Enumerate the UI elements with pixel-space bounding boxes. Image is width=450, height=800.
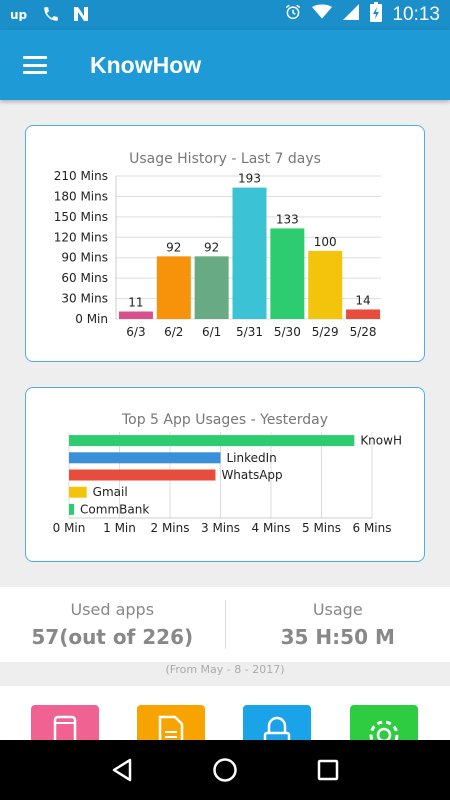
app-bar: KnowHow: [0, 30, 450, 100]
x-tick-label: 1 Min: [103, 521, 136, 535]
y-tick-label: 60 Mins: [61, 271, 108, 285]
feature-tiles: [0, 686, 450, 765]
x-tick-label: 6/1: [202, 325, 221, 339]
upwork-icon: up: [10, 7, 30, 24]
y-tick-label: 30 Mins: [61, 292, 108, 306]
top-apps-card[interactable]: Top 5 App Usages - Yesterday KnowH Linked…: [25, 387, 425, 562]
usage-value: 35 H:50 M: [280, 625, 395, 649]
chart-title: Top 5 App Usages - Yesterday: [121, 412, 328, 428]
system-nav-bar: [0, 740, 450, 800]
bar-label: Gmail: [93, 485, 128, 499]
x-tick-label: 6/3: [126, 325, 145, 339]
x-tick-label: 0 Min: [53, 521, 86, 535]
usage-history-card[interactable]: Usage History - Last 7 days 0 Min 30 Mins…: [25, 125, 425, 362]
bar: [346, 309, 381, 319]
y-tick-label: 210 Mins: [54, 169, 108, 183]
app-title: KnowHow: [90, 51, 202, 78]
x-tick-label: 3 Mins: [201, 521, 240, 535]
y-tick-label: 90 Mins: [61, 251, 108, 265]
status-bar: up 10:13: [0, 0, 450, 30]
data-label: 11: [128, 296, 143, 310]
data-label: 92: [166, 240, 181, 254]
from-date-note: (From May - 8 - 2017): [165, 663, 285, 676]
bar-label: KnowH: [360, 434, 402, 448]
data-label: 14: [355, 293, 370, 307]
status-left-icons: up: [10, 5, 90, 26]
x-tick-label: 2 Mins: [151, 521, 190, 535]
back-icon[interactable]: [102, 750, 142, 790]
svg-text:up: up: [10, 8, 28, 21]
x-tick-label: 5 Mins: [302, 521, 341, 535]
status-right-icons: 10:13: [284, 2, 440, 28]
home-icon[interactable]: [205, 750, 245, 790]
y-tick-label: 180 Mins: [54, 189, 108, 203]
used-apps-label: Used apps: [70, 600, 155, 619]
data-label: 133: [276, 212, 299, 226]
bar: [69, 486, 87, 498]
x-tick-label: 6 Mins: [353, 521, 392, 535]
data-label: 92: [204, 240, 219, 254]
bar: [232, 187, 267, 319]
x-tick-label: 5/29: [312, 325, 339, 339]
data-label: 193: [238, 172, 261, 186]
bar: [69, 435, 355, 447]
bar: [69, 469, 216, 481]
battery-charging-icon: [370, 2, 383, 28]
recents-icon[interactable]: [308, 750, 348, 790]
usage-stat: Usage 35 H:50 M: [226, 587, 450, 662]
y-tick-label: 0 Min: [75, 312, 108, 326]
used-apps-value: 57(out of 226): [31, 625, 194, 649]
bar: [194, 256, 229, 319]
hamburger-menu-icon[interactable]: [23, 56, 47, 74]
bar-label: LinkedIn: [227, 451, 277, 465]
bar: [270, 228, 305, 319]
top-apps-chart: Top 5 App Usages - Yesterday KnowH Linked…: [53, 412, 402, 535]
y-tick-label: 150 Mins: [54, 210, 108, 224]
usage-stats: Used apps 57(out of 226) Usage 35 H:50 M: [0, 587, 450, 662]
alarm-icon: [284, 3, 302, 27]
signal-icon: [342, 3, 360, 27]
data-label: 100: [314, 235, 337, 249]
divider: [224, 600, 226, 649]
bar: [156, 256, 191, 319]
phone-icon: [42, 5, 60, 26]
used-apps-stat: Used apps 57(out of 226): [0, 587, 225, 662]
x-tick-label: 5/31: [236, 325, 263, 339]
usage-history-chart: Usage History - Last 7 days 0 Min 30 Mins…: [54, 151, 381, 339]
bar: [308, 250, 343, 319]
bar-label: WhatsApp: [221, 468, 282, 482]
bar-label: CommBank: [80, 502, 149, 516]
wifi-icon: [312, 4, 333, 26]
usage-label: Usage: [312, 600, 363, 619]
n-notification-icon: [72, 5, 90, 26]
x-tick-label: 6/2: [164, 325, 183, 339]
bar: [69, 452, 221, 464]
x-tick-label: 5/28: [350, 325, 377, 339]
x-tick-label: 4 Mins: [252, 521, 291, 535]
bar: [69, 503, 75, 515]
x-tick-label: 5/30: [274, 325, 301, 339]
status-time: 10:13: [392, 4, 440, 25]
y-tick-label: 120 Mins: [54, 230, 108, 244]
chart-title: Usage History - Last 7 days: [129, 151, 321, 167]
bar: [118, 311, 153, 319]
